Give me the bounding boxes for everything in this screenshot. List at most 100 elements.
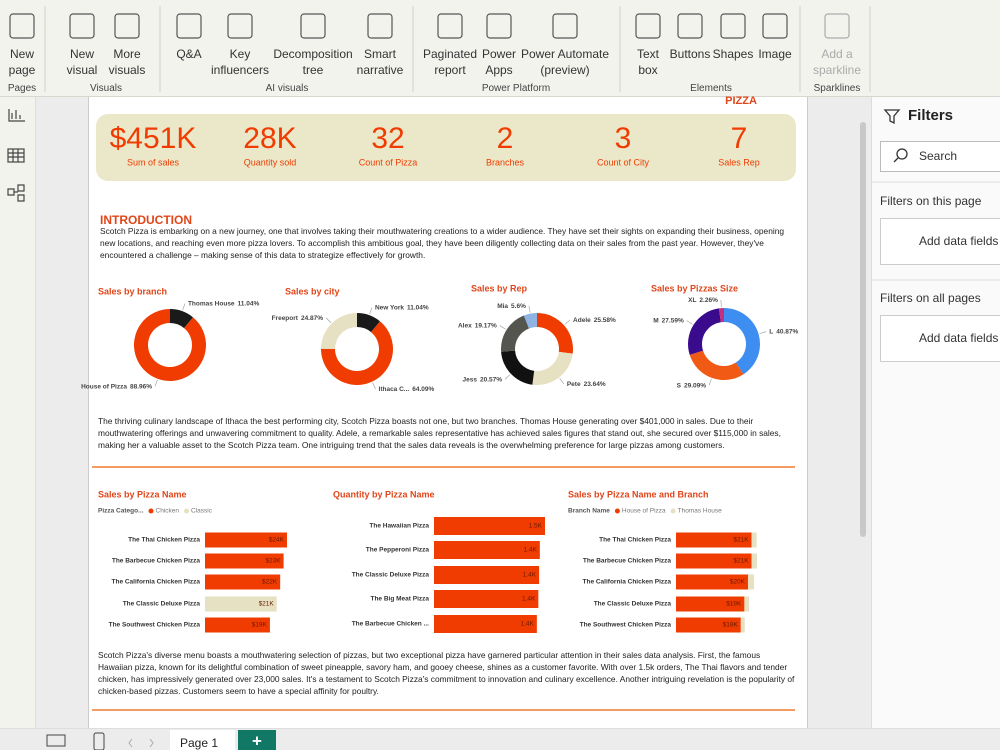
ribbon-icon[interactable]	[437, 13, 463, 39]
slice-category: New York	[375, 304, 404, 311]
ribbon-icon[interactable]	[635, 13, 661, 39]
ribbon-icons	[9, 6, 871, 92]
slice-category: XL	[688, 297, 696, 304]
slice-category: Freeport	[272, 314, 299, 321]
ribbon-icon[interactable]	[486, 13, 512, 39]
page-tab-label: Page 1	[180, 736, 218, 750]
bar	[676, 553, 752, 569]
slice-label: XL 2.26%	[688, 297, 718, 304]
ribbon-button[interactable]: Image	[725, 46, 825, 62]
leader-line	[564, 319, 571, 325]
rail-icons	[7, 109, 25, 202]
donut-slice	[170, 309, 194, 329]
phone-icon	[93, 732, 105, 750]
ribbon-button[interactable]: Power Automate (preview)	[515, 46, 615, 78]
ribbon-icon[interactable]	[176, 13, 202, 39]
category-label: The Southwest Chicken Pizza	[109, 622, 201, 629]
leader-line	[559, 378, 565, 385]
bar	[205, 553, 284, 569]
page-tab[interactable]	[170, 730, 235, 750]
ribbon-icon[interactable]	[227, 13, 253, 39]
ribbon-button[interactable]: Paginated report	[400, 46, 500, 78]
ribbon-button[interactable]: Text box	[598, 46, 698, 78]
bar	[434, 541, 540, 559]
category-label: The Classic Deluxe Pizza	[594, 601, 672, 608]
slice-label: S 29.09%	[677, 382, 707, 389]
slice-value: 20.57%	[480, 376, 502, 383]
ribbon-icon[interactable]	[367, 13, 393, 39]
ribbon-button[interactable]: Q&A	[139, 46, 239, 62]
bar	[205, 574, 281, 590]
search-box[interactable]	[880, 141, 1000, 172]
ribbon-button-label: Apps	[485, 63, 513, 77]
filters-pane	[871, 97, 1000, 728]
ribbon-icon[interactable]	[824, 13, 850, 39]
ribbon-button[interactable]: New visual	[32, 46, 132, 78]
ribbon-group-label: Elements	[690, 83, 732, 94]
bar	[751, 553, 757, 569]
ribbon-group-label: Power Platform	[481, 83, 551, 94]
category-label: The Thai Chicken Pizza	[128, 537, 200, 544]
ribbon-icon[interactable]	[69, 13, 95, 39]
model-view-icon[interactable]	[7, 184, 25, 202]
ribbon-button-label: page	[8, 63, 36, 77]
category-label: The Pepperoni Pizza	[366, 547, 430, 554]
slice-label: Freeport 24.87%	[272, 314, 324, 321]
bar-value-label: $23K	[265, 558, 281, 565]
ribbon-icon[interactable]	[762, 13, 788, 39]
table-view-icon[interactable]	[7, 148, 25, 163]
ribbon-button-label: report	[434, 63, 466, 77]
monitor-icon	[46, 734, 66, 747]
legend-label: Chicken	[156, 508, 180, 515]
ribbon-button[interactable]: Key influencers	[190, 46, 290, 78]
donut-slice	[537, 313, 573, 354]
ribbon-button[interactable]: Add a sparkline	[787, 46, 887, 78]
report-view-icon[interactable]	[8, 109, 25, 122]
slice-value: 19.17%	[475, 322, 497, 329]
ribbon-button[interactable]: Shapes	[683, 46, 783, 62]
chart-title: Sales by Pizza Name	[98, 489, 187, 499]
ribbon-button[interactable]: More visuals	[77, 46, 177, 78]
ribbon-icon[interactable]	[720, 13, 746, 39]
ribbon-button-label: More	[113, 47, 141, 61]
bar-value-label: $21K	[733, 537, 749, 544]
slice-value: 11.04%	[238, 300, 260, 307]
ribbon-button[interactable]: Decomposition tree	[263, 46, 363, 78]
leader-line	[686, 320, 693, 325]
ribbon-button-label: visual	[66, 63, 98, 77]
filters-icon	[883, 109, 901, 125]
legend-label: Thomas House	[678, 508, 722, 515]
ribbon-button[interactable]: Smart narrative	[330, 46, 430, 78]
drop-zone	[880, 218, 1000, 265]
leader-line	[504, 374, 511, 380]
category-label: The California Chicken Pizza	[583, 579, 672, 586]
paragraph: Scotch Pizza's diverse menu boasts a mou…	[98, 650, 795, 696]
kpi-value: $451K	[110, 122, 197, 155]
add-page-button[interactable]	[238, 730, 276, 750]
bar	[205, 596, 277, 612]
slice-value: 40.87%	[776, 328, 798, 335]
legend-label: House of Pizza	[622, 508, 666, 515]
ribbon-button-label: Shapes	[712, 47, 754, 61]
donut-slice	[321, 313, 357, 349]
ribbon-icon[interactable]	[9, 13, 35, 39]
ribbon-icon[interactable]	[300, 13, 326, 39]
ribbon-icon[interactable]	[552, 13, 578, 39]
leader-line	[154, 379, 158, 387]
category-label: The Thai Chicken Pizza	[599, 537, 671, 544]
ribbon-button[interactable]: New page	[0, 46, 72, 78]
ribbon-button[interactable]: Power Apps	[449, 46, 549, 78]
legend-title: Branch Name	[568, 508, 610, 515]
ribbon-button-label: narrative	[356, 63, 404, 77]
ribbon-button-label: Add a	[821, 47, 853, 61]
bar-value-label: $24K	[269, 537, 285, 544]
scrollbar[interactable]	[860, 122, 866, 537]
ribbon-icon[interactable]	[677, 13, 703, 39]
slice-value: 29.09%	[684, 382, 706, 389]
drop-zone-label: Add data fields	[919, 234, 998, 248]
search-placeholder: Search	[919, 149, 957, 163]
leader-line	[372, 382, 376, 390]
category-label: The California Chicken Pizza	[112, 579, 201, 586]
ribbon-icon[interactable]	[114, 13, 140, 39]
ribbon-button[interactable]: Buttons	[640, 46, 740, 62]
